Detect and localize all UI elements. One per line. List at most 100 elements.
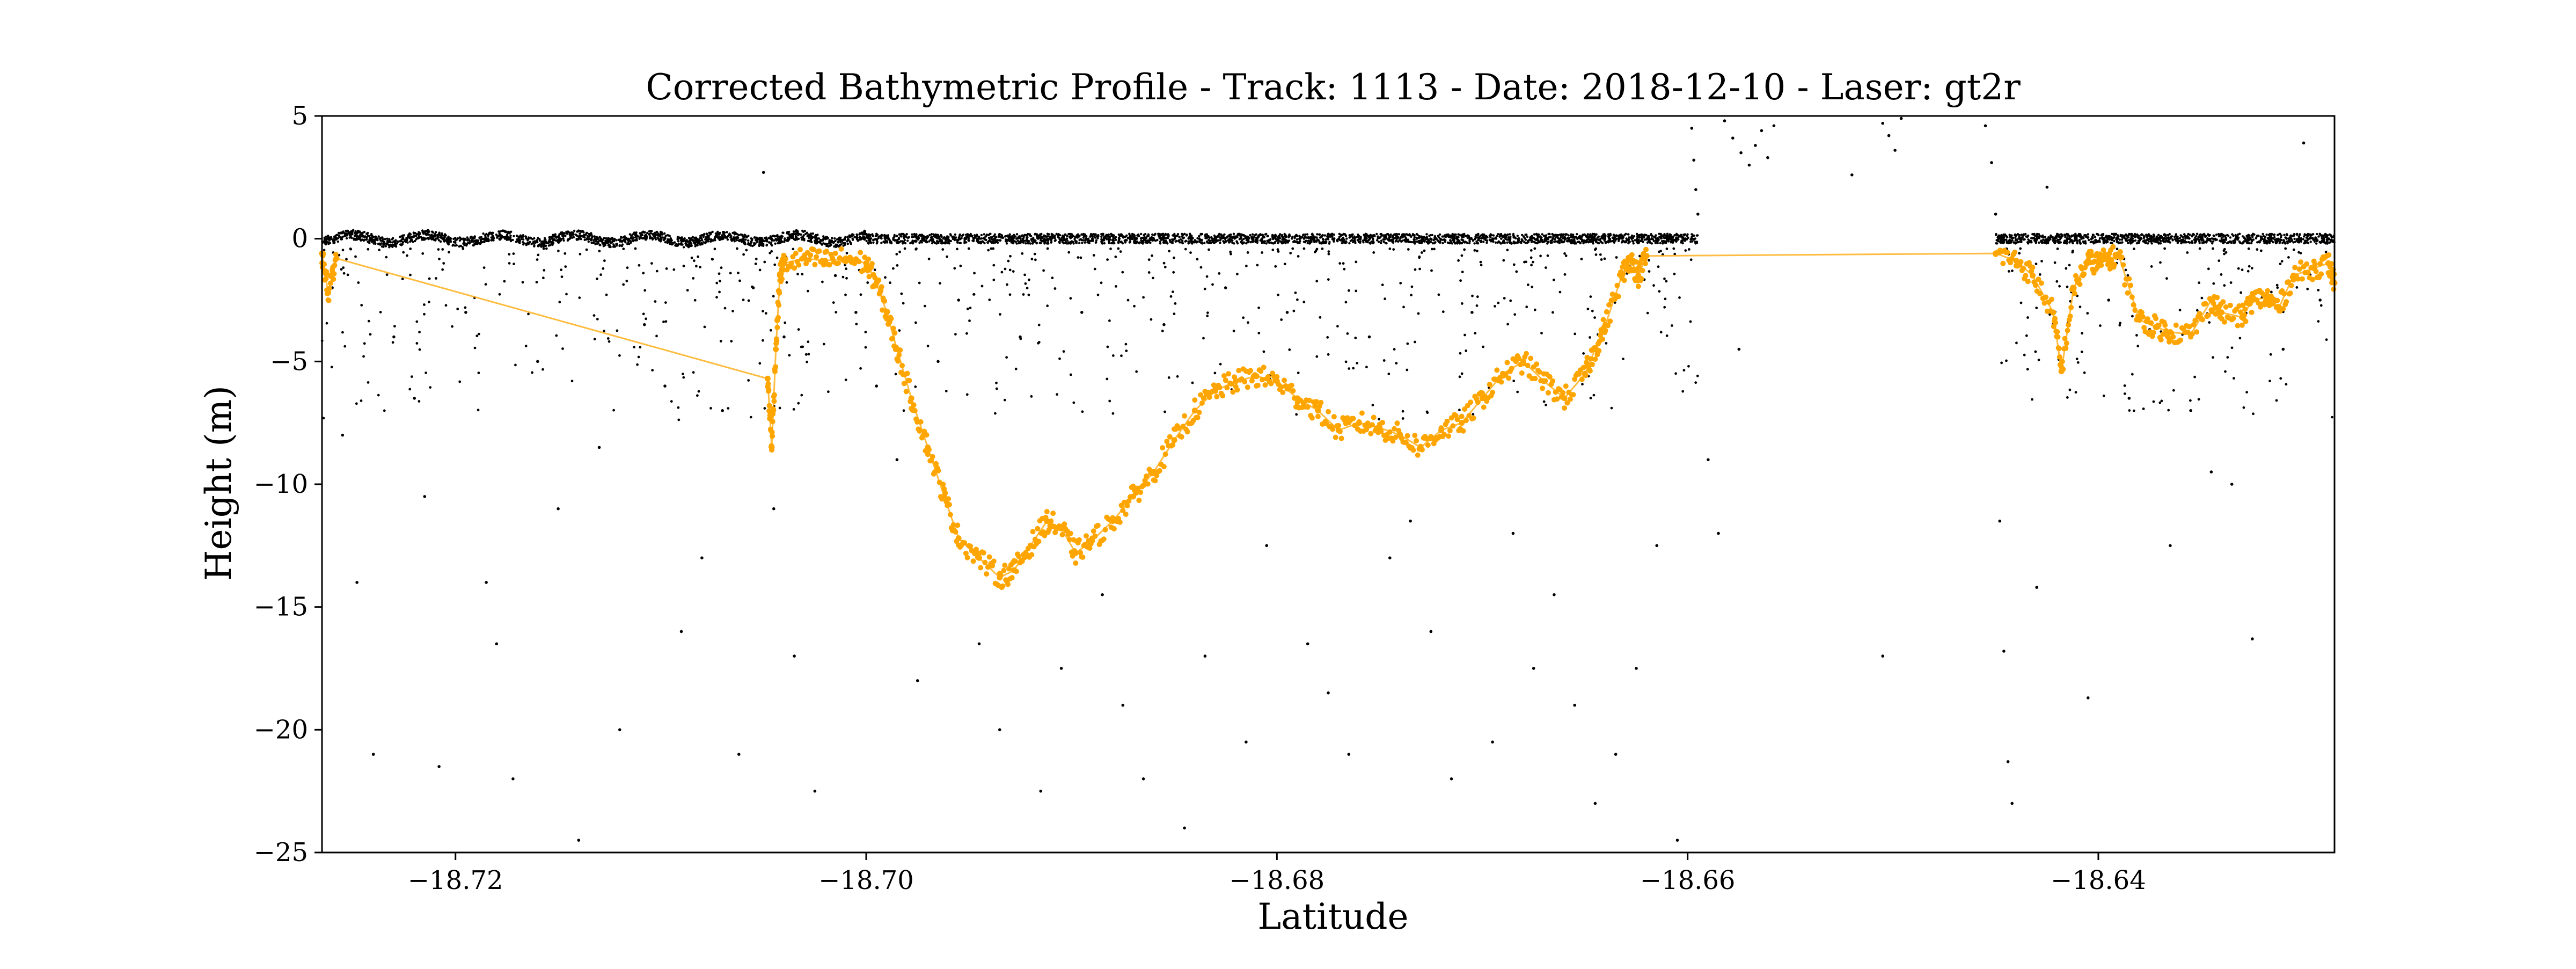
surface-photon-point — [1651, 235, 1653, 237]
surface-photon-point — [600, 238, 603, 241]
surface-photon-point — [1590, 236, 1593, 239]
surface-photon-point — [2125, 239, 2127, 242]
surface-photon-point — [1188, 236, 1190, 239]
surface-photon-point — [412, 232, 415, 235]
surface-photon-point — [982, 237, 985, 240]
surface-photon-point — [780, 235, 783, 237]
surface-photon-point — [1181, 242, 1184, 245]
surface-photon-point — [444, 233, 447, 236]
surface-photon-point — [863, 230, 866, 232]
surface-photon-point — [1485, 241, 1488, 244]
surface-photon-point — [1131, 238, 1133, 241]
surface-photon-point — [1696, 234, 1699, 237]
surface-photon-point — [915, 236, 918, 239]
surface-photon-point — [731, 231, 734, 235]
surface-photon-point — [1015, 237, 1018, 240]
surface-photon-point — [1588, 235, 1591, 237]
surface-photon-point — [1492, 234, 1495, 237]
surface-photon-point — [1368, 242, 1371, 244]
surface-photon-point — [497, 230, 500, 233]
surface-photon-point — [602, 243, 605, 246]
surface-photon-point — [1463, 232, 1466, 236]
surface-photon-point — [485, 238, 487, 241]
surface-photon-point — [1650, 242, 1653, 245]
surface-photon-point — [1393, 233, 1396, 236]
surface-photon-point — [1608, 239, 1612, 243]
surface-photon-point — [537, 237, 539, 239]
surface-photon-point — [2102, 239, 2105, 242]
surface-photon-point — [832, 241, 835, 244]
surface-photon-point — [2280, 236, 2282, 239]
surface-photon-point — [872, 238, 875, 242]
surface-photon-point — [1376, 239, 1379, 242]
surface-photon-point — [2076, 242, 2079, 245]
surface-photon-point — [1363, 234, 1365, 236]
surface-photon-point — [2227, 241, 2230, 244]
surface-photon-point — [606, 241, 609, 244]
surface-photon-point — [2121, 236, 2124, 239]
surface-photon-point — [1026, 236, 1029, 239]
surface-photon-point — [1665, 236, 1667, 239]
surface-photon-point — [596, 236, 598, 239]
surface-photon-point — [2234, 241, 2236, 244]
surface-photon-point — [1209, 239, 1211, 242]
surface-photon-point — [1633, 235, 1636, 238]
surface-photon-point — [1159, 242, 1162, 245]
surface-photon-point — [1363, 237, 1366, 239]
surface-photon-point — [928, 240, 931, 243]
surface-photon-point — [1512, 232, 1515, 236]
surface-photon-point — [1480, 237, 1483, 240]
surface-photon-point — [851, 238, 854, 241]
surface-photon-point — [904, 242, 907, 245]
surface-photon-point — [1328, 235, 1331, 238]
surface-photon-point — [384, 245, 387, 247]
surface-photon-point — [708, 234, 711, 237]
surface-photon-point — [914, 240, 917, 243]
surface-photon-point — [1033, 239, 1036, 242]
surface-photon-point — [522, 238, 525, 241]
surface-photon-point — [447, 237, 450, 240]
surface-photon-point — [1510, 242, 1513, 245]
surface-photon-point — [353, 238, 355, 241]
surface-photon-point — [524, 235, 528, 238]
surface-photon-point — [2300, 239, 2302, 242]
surface-photon-point — [1046, 237, 1049, 241]
surface-photon-point — [792, 236, 794, 239]
surface-photon-point — [651, 238, 654, 241]
surface-photon-point — [1154, 239, 1157, 242]
surface-photon-point — [376, 239, 379, 242]
surface-photon-point — [1430, 238, 1433, 241]
surface-photon-point — [1502, 235, 1505, 238]
surface-photon-point — [956, 241, 959, 244]
surface-photon-point — [586, 231, 588, 234]
surface-photon-point — [409, 240, 412, 243]
surface-photon-point — [1223, 236, 1226, 239]
surface-photon-point — [999, 239, 1001, 242]
surface-photon-point — [551, 237, 553, 240]
surface-photon-point — [2129, 241, 2132, 243]
surface-photon-point — [631, 239, 634, 242]
surface-photon-point — [2287, 237, 2290, 240]
surface-photon-point — [1043, 242, 1046, 245]
surface-photon-point — [1362, 241, 1365, 244]
surface-photon-point — [724, 236, 727, 239]
surface-photon-point — [930, 233, 933, 236]
surface-photon-point — [794, 238, 797, 241]
surface-photon-point — [413, 239, 416, 243]
surface-photon-point — [816, 234, 819, 236]
surface-photon-point — [1245, 237, 1247, 239]
surface-photon-point — [750, 241, 753, 244]
surface-photon-point — [1690, 233, 1693, 236]
surface-photon-point — [523, 242, 525, 245]
surface-photon-point — [948, 242, 950, 245]
surface-photon-point — [362, 239, 365, 242]
surface-photon-point — [1345, 237, 1348, 240]
surface-photon-point — [1477, 238, 1480, 241]
surface-photon-point — [609, 237, 611, 240]
surface-photon-point — [698, 242, 700, 244]
surface-photon-point — [1182, 237, 1184, 240]
surface-photon-point — [509, 234, 512, 237]
surface-photon-point — [612, 245, 615, 248]
surface-photon-point — [346, 232, 348, 235]
surface-photon-point — [1265, 242, 1268, 245]
